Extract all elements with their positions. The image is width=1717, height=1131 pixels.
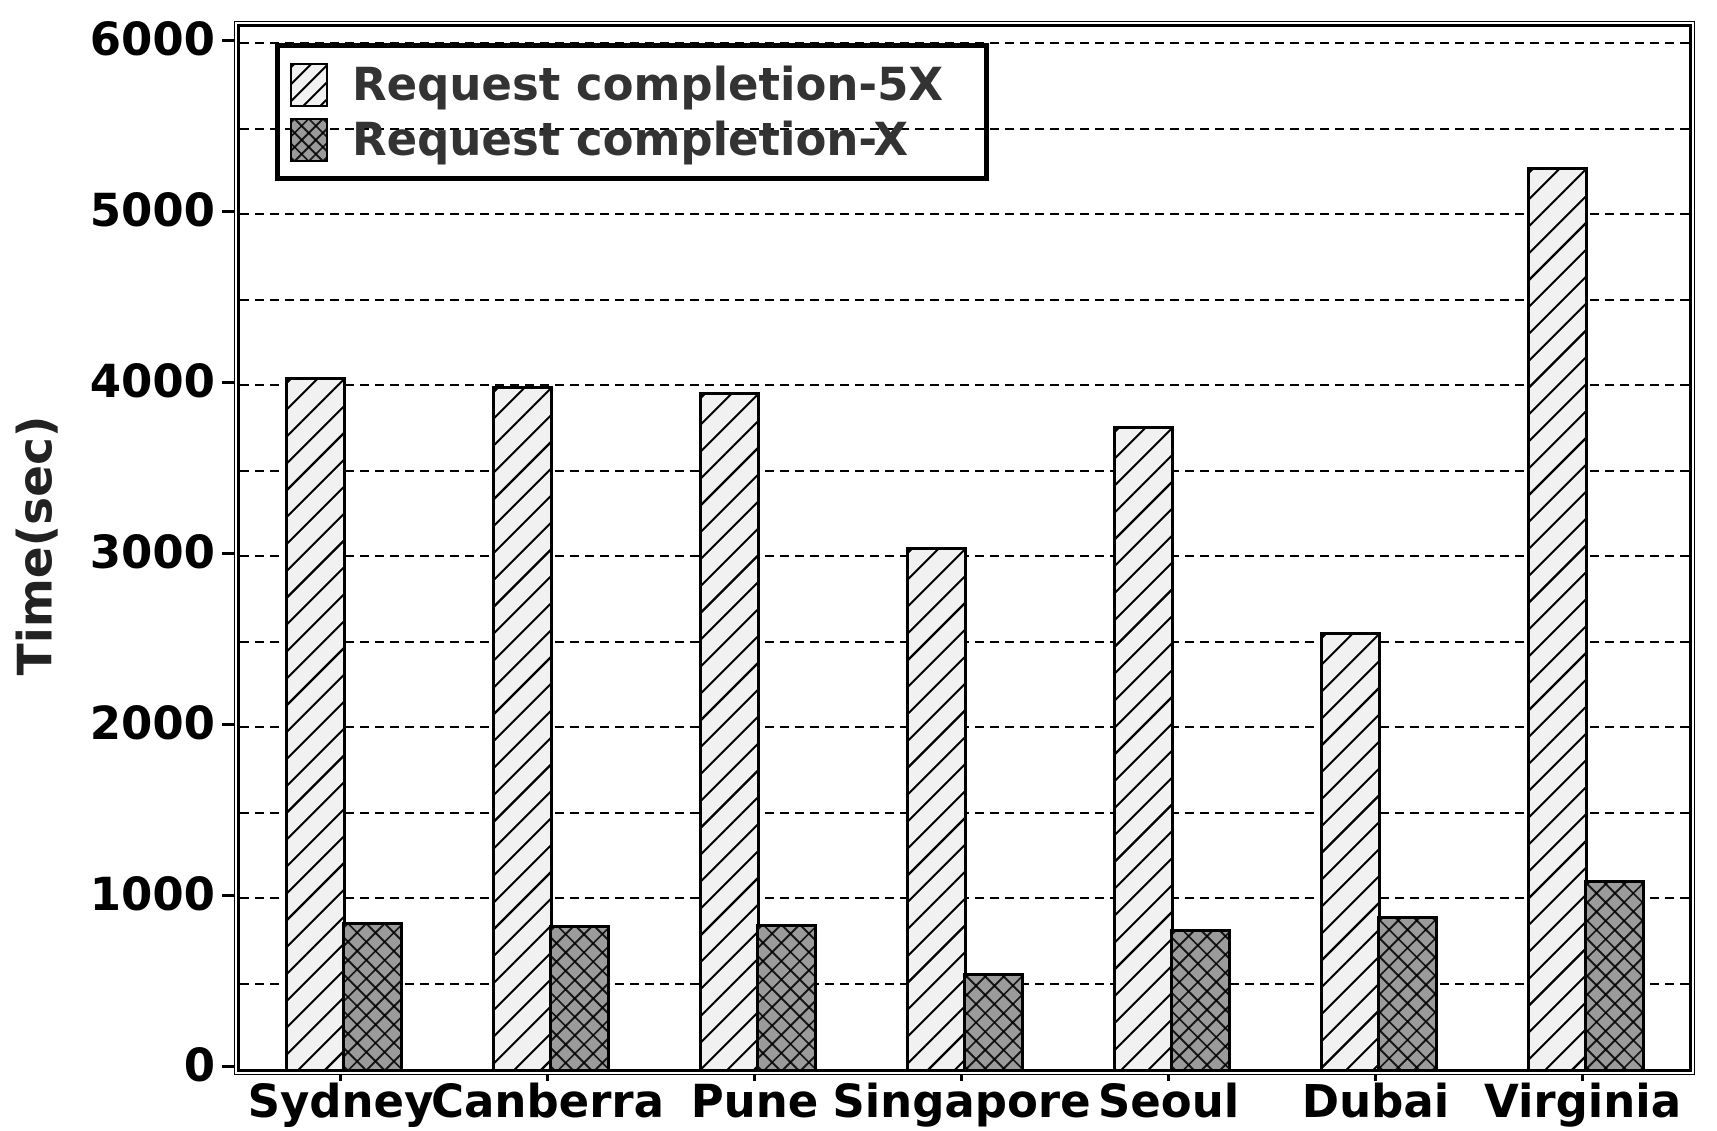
legend-label-5x: Request completion-5X [352,58,944,111]
y-tick-5000 [222,209,237,213]
bar-request-completion-x-dubai [1376,915,1438,1069]
legend-label-x: Request completion-X [352,113,909,166]
y-tick-0 [222,1064,237,1068]
bar-request-completion-5x-dubai [1319,631,1381,1069]
x-tick-label-pune: Pune [690,1075,819,1128]
bar-request-completion-x-sydney [341,922,403,1069]
x-tick-label-seoul: Seoul [1097,1075,1240,1128]
y-tick-label-2000: 2000 [89,697,215,751]
gridline-4500 [240,298,1689,301]
y-tick-4000 [222,380,237,384]
x-tick-dubai [1374,1069,1377,1081]
y-tick-label-5000: 5000 [89,184,215,238]
bar-request-completion-x-singapore [962,972,1024,1069]
bar-request-completion-5x-seoul [1112,425,1174,1069]
y-tick-2000 [222,722,237,726]
x-tick-label-virginia: Virginia [1483,1075,1682,1128]
bar-request-completion-5x-canberra [491,386,553,1069]
gridline-3500 [240,469,1689,472]
gridline-4000 [240,384,1689,387]
y-tick-label-6000: 6000 [89,13,215,67]
y-tick-label-3000: 3000 [89,526,215,580]
bar-request-completion-5x-singapore [905,547,967,1069]
y-tick-1000 [222,893,237,897]
bar-request-completion-5x-sydney [284,377,346,1069]
y-tick-6000 [222,38,237,42]
bar-request-completion-x-seoul [1169,929,1231,1069]
x-tick-seoul [1167,1069,1170,1081]
x-tick-virginia [1581,1069,1584,1081]
y-tick-label-4000: 4000 [89,355,215,409]
legend-row: Request completion-X [290,112,984,167]
gridline-5500 [240,127,1689,130]
x-tick-label-singapore: Singapore [832,1075,1091,1128]
y-tick-label-1000: 1000 [89,868,215,922]
bar-request-completion-x-pune [755,924,817,1069]
x-tick-singapore [960,1069,963,1081]
x-tick-canberra [546,1069,549,1081]
plot-area: Request completion-5X Request completion… [237,24,1692,1072]
legend-swatch-crosshatch-icon [290,117,328,162]
x-tick-label-canberra: Canberra [431,1075,664,1128]
bar-request-completion-5x-virginia [1526,166,1588,1069]
bar-request-completion-x-virginia [1583,879,1645,1069]
legend-swatch-diagonal-hatch-icon [290,62,328,107]
gridline-5000 [240,213,1689,216]
x-tick-sydney [339,1069,342,1081]
x-tick-label-dubai: Dubai [1301,1075,1450,1128]
x-tick-pune [753,1069,756,1081]
y-tick-3000 [222,551,237,555]
bar-request-completion-x-canberra [548,924,610,1069]
x-tick-label-sydney: Sydney [247,1075,434,1128]
legend-box: Request completion-5X Request completion… [275,43,989,181]
bar-request-completion-5x-pune [698,392,760,1069]
y-tick-label-0: 0 [183,1039,215,1092]
legend-row: Request completion-5X [290,57,984,112]
